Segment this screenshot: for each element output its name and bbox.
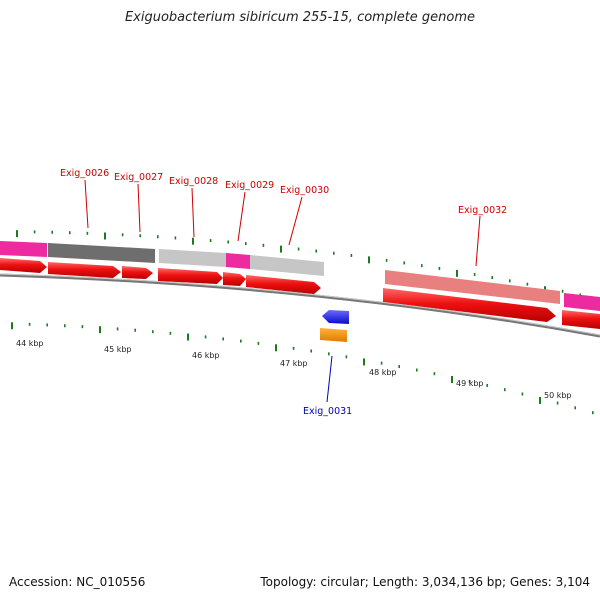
feature-block-light-gray-2 xyxy=(250,255,324,276)
scale-label-49kbp: 49 kbp xyxy=(456,379,484,388)
feature-block-magenta-left xyxy=(0,241,47,257)
scale-label-50kbp: 50 kbp xyxy=(544,391,572,400)
gene-arrow-reverse[interactable] xyxy=(322,310,349,324)
scale-label-45kbp: 45 kbp xyxy=(104,345,132,354)
reverse-gene-track xyxy=(320,310,349,342)
genome-title: Exiguobacterium sibiricum 255-15, comple… xyxy=(124,10,476,25)
leader-line xyxy=(326,355,333,403)
gene-label-exig-0027[interactable]: Exig_0027 xyxy=(114,172,163,183)
gene-arrow-forward[interactable] xyxy=(246,275,321,294)
scale-labels: 44 kbp 45 kbp 46 kbp 47 kbp 48 kbp 49 kb… xyxy=(16,339,572,400)
genome-backbone-highlight xyxy=(0,273,600,336)
genome-backbone xyxy=(0,273,600,338)
scale-label-46kbp: 46 kbp xyxy=(192,351,220,360)
gene-arrow-forward[interactable] xyxy=(48,262,121,278)
feature-block-dark-gray xyxy=(48,243,155,263)
feature-block-magenta-mid xyxy=(226,253,250,269)
leader-line xyxy=(137,183,141,233)
scale-label-47kbp: 47 kbp xyxy=(280,359,308,368)
feature-block-light-gray-1 xyxy=(159,249,226,267)
gene-arrow-forward[interactable] xyxy=(383,288,556,322)
feature-band-upper xyxy=(0,241,600,311)
accession-text: Accession: NC_010556 xyxy=(9,575,146,589)
leader-line xyxy=(191,187,195,238)
gene-label-exig-0030[interactable]: Exig_0030 xyxy=(280,185,329,196)
leader-line xyxy=(475,215,481,267)
feature-block-magenta-right xyxy=(564,293,600,311)
gene-label-exig-0026[interactable]: Exig_0026 xyxy=(60,168,109,179)
gene-arrow-forward[interactable] xyxy=(223,272,246,286)
inner-tick-marks xyxy=(11,322,594,415)
gene-arrow-forward[interactable] xyxy=(562,310,600,329)
outer-tick-marks xyxy=(16,230,599,301)
gene-label-exig-0029[interactable]: Exig_0029 xyxy=(225,180,274,191)
genome-summary-text: Topology: circular; Length: 3,034,136 bp… xyxy=(260,575,590,589)
scale-label-48kbp: 48 kbp xyxy=(369,368,397,377)
gene-block-orange[interactable] xyxy=(320,328,347,342)
leader-line xyxy=(84,179,89,229)
scale-label-44kbp: 44 kbp xyxy=(16,339,44,348)
gene-label-exig-0028[interactable]: Exig_0028 xyxy=(169,176,218,187)
gene-label-exig-0032[interactable]: Exig_0032 xyxy=(458,205,507,216)
leader-line xyxy=(237,191,246,242)
gene-arrow-forward[interactable] xyxy=(158,268,223,284)
forward-gene-track xyxy=(0,258,600,329)
feature-block-salmon xyxy=(385,270,560,304)
gene-label-exig-0031[interactable]: Exig_0031 xyxy=(303,406,352,417)
gene-labels: Exig_0026 Exig_0027 Exig_0028 Exig_0029 … xyxy=(60,168,507,417)
gene-arrow-forward[interactable] xyxy=(122,266,153,279)
leader-line xyxy=(288,196,303,246)
gene-arrow-forward[interactable] xyxy=(0,258,47,273)
